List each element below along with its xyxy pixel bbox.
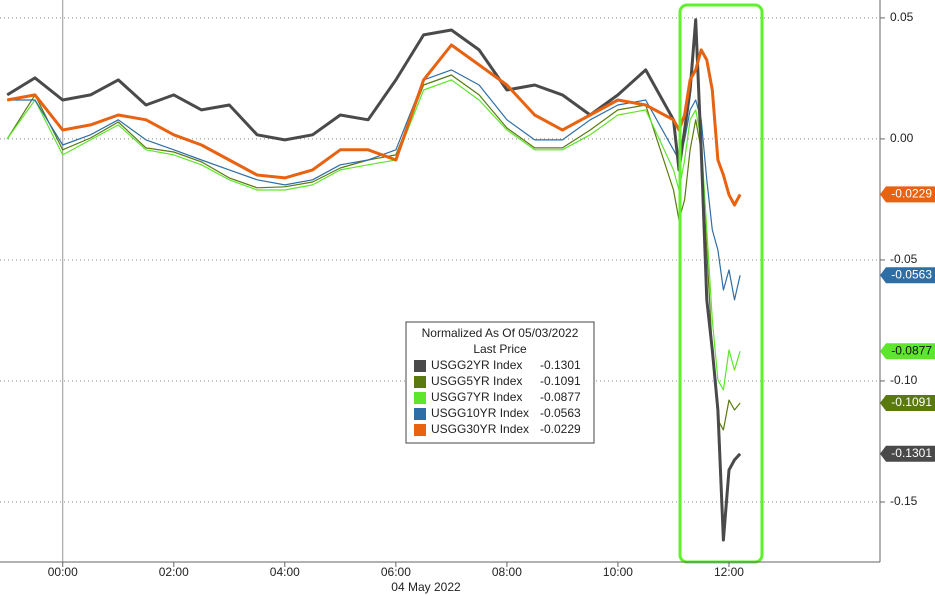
legend-name: USGG7YR Index bbox=[431, 390, 522, 404]
lines bbox=[6, 18, 742, 542]
legend-swatch bbox=[414, 392, 426, 404]
y-tick-label: -0.15 bbox=[890, 494, 918, 508]
last-value-label: -0.0877 bbox=[891, 343, 932, 357]
legend-value: -0.0877 bbox=[540, 390, 581, 404]
series-line bbox=[6, 18, 742, 542]
series-line bbox=[6, 79, 741, 391]
series-line bbox=[6, 74, 741, 431]
legend-subtitle: Last Price bbox=[473, 342, 527, 356]
last-value-tag bbox=[880, 186, 935, 203]
y-tick-label: -0.05 bbox=[890, 252, 918, 266]
x-axis-label: 04 May 2022 bbox=[391, 580, 461, 594]
legend-name: USGG10YR Index bbox=[431, 406, 529, 420]
legend-value: -0.0563 bbox=[540, 406, 581, 420]
legend-swatch bbox=[414, 424, 426, 436]
last-value-tag bbox=[880, 343, 935, 360]
x-tick-label: 00:00 bbox=[48, 565, 78, 579]
last-value-label: -0.1301 bbox=[891, 446, 932, 460]
legend-value: -0.1091 bbox=[540, 374, 581, 388]
legend-value: -0.0229 bbox=[540, 422, 581, 436]
legend-swatch bbox=[414, 360, 426, 372]
y-tick-label: 0.05 bbox=[890, 10, 914, 24]
x-tick-label: 06:00 bbox=[381, 565, 411, 579]
x-tick-label: 08:00 bbox=[492, 565, 522, 579]
x-tick-label: 02:00 bbox=[159, 565, 189, 579]
last-value-tag bbox=[880, 394, 935, 411]
y-tick-label: -0.10 bbox=[890, 373, 918, 387]
legend-swatch bbox=[414, 376, 426, 388]
x-tick-label: 04:00 bbox=[270, 565, 300, 579]
last-value-tag bbox=[880, 445, 935, 462]
legend-swatch bbox=[414, 408, 426, 420]
legend-value: -0.1301 bbox=[540, 358, 581, 372]
legend-title: Normalized As Of 05/03/2022 bbox=[422, 326, 579, 340]
last-value-label: -0.0229 bbox=[891, 187, 932, 201]
x-tick-label: 10:00 bbox=[603, 565, 633, 579]
x-tick-label: 12:00 bbox=[714, 565, 744, 579]
legend-name: USGG30YR Index bbox=[431, 422, 529, 436]
axes: 0.05 0.00 -0.05 -0.10 -0.15 00:00 02:00 04:00 06… bbox=[48, 10, 935, 579]
series-line bbox=[6, 43, 742, 207]
series-line bbox=[7, 69, 741, 301]
last-value-tag bbox=[880, 267, 935, 284]
legend-name: USGG5YR Index bbox=[431, 374, 522, 388]
last-value-label: -0.1091 bbox=[891, 395, 932, 409]
legend-box bbox=[405, 321, 595, 444]
last-value-label: -0.0563 bbox=[891, 267, 932, 281]
legend: Normalized As Of 05/03/2022 Last Price U… bbox=[405, 321, 595, 444]
y-tick-label: 0.00 bbox=[890, 131, 914, 145]
legend-name: USGG2YR Index bbox=[431, 358, 522, 372]
